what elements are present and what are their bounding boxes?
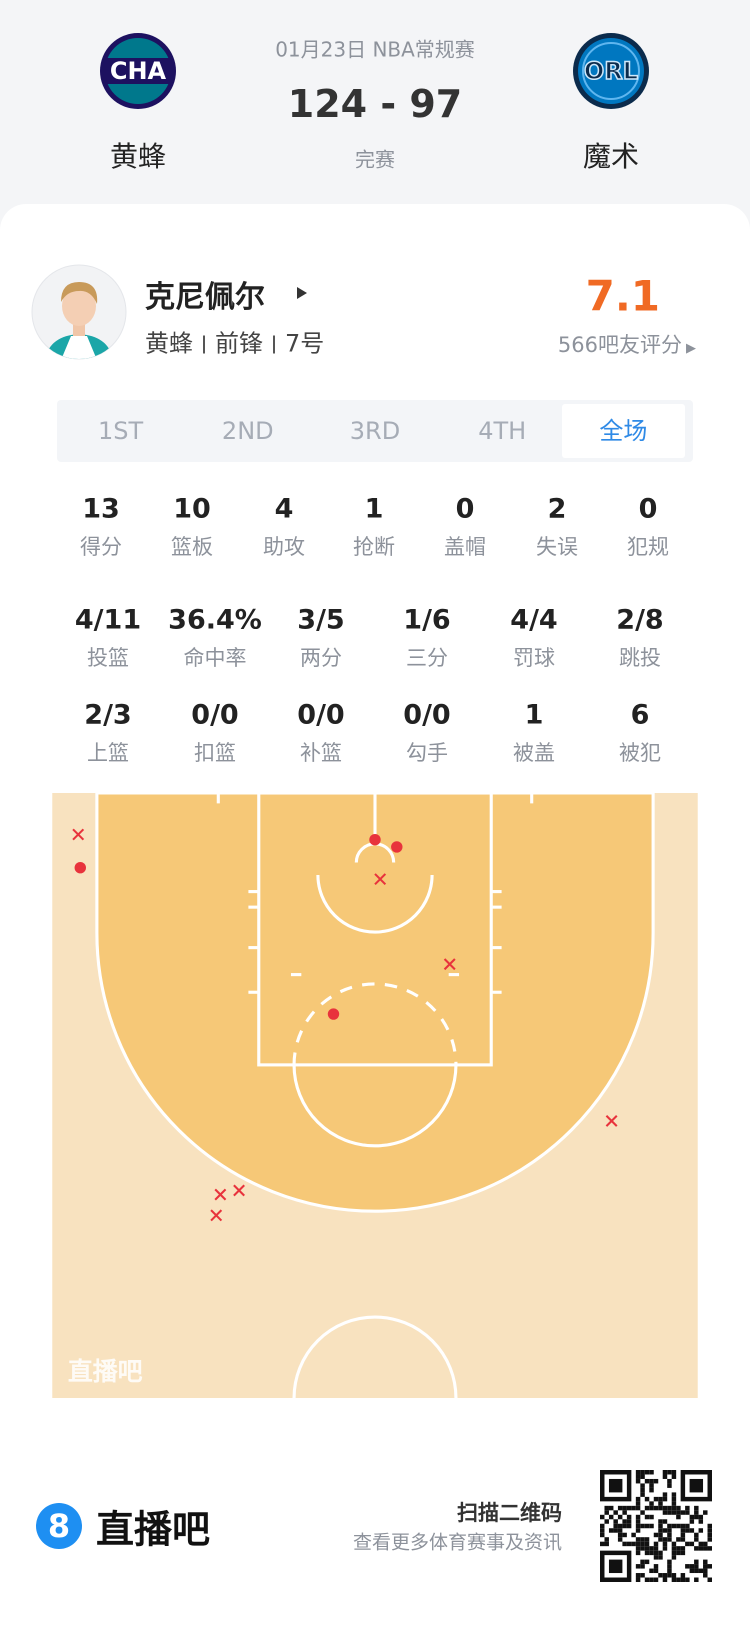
stat-value: 10 [173,493,211,525]
stat-value: 0 [455,493,475,525]
stat-value: 0 [638,493,658,525]
away-logo: ORL [573,33,649,109]
rating-label: 566吧友评分 [557,333,682,357]
stat-label: 罚球 [513,646,555,670]
stat-label: 犯规 [627,535,669,559]
stat-value: 4/11 [74,604,142,636]
period-tab[interactable]: 2ND [221,417,274,445]
stat-label: 抢断 [353,535,395,559]
player-name[interactable]: 克尼佩尔 [145,280,265,315]
stat-value: 4 [274,493,294,525]
stat-value: 36.4% [168,604,262,636]
stat-value: 1/6 [403,604,451,636]
stat-label: 命中率 [183,646,247,670]
stat-value: 0/0 [297,699,345,731]
player-team: 黄蜂 [145,329,193,358]
away-logo-text: ORL [584,57,638,85]
stat-label: 两分 [300,646,342,670]
court-watermark: 直播吧 [68,1357,143,1386]
stat-value: 1 [524,699,544,731]
stat-label: 篮板 [171,535,213,559]
stat-value: 3/5 [297,604,345,636]
qr-code [600,1470,712,1582]
home-logo: CHA [100,33,176,109]
stat-value: 13 [82,493,120,525]
brand-icon: 8 [36,1503,82,1549]
stat-label: 补篮 [300,741,342,765]
game-date: 01月23日 NBA常规赛 [275,37,475,62]
stat-label: 上篮 [87,741,129,765]
stat-value: 2/8 [616,604,664,636]
home-logo-text: CHA [110,57,167,85]
period-tab[interactable]: 全场 [561,404,685,458]
stat-value: 6 [630,699,650,731]
stat-value: 0/0 [191,699,239,731]
stat-value: 0/0 [403,699,451,731]
brand-icon-text: 8 [48,1507,70,1545]
rating-link[interactable]: 566吧友评分 ▶ [557,333,696,357]
tabs: 1ST 2ND 3RD 4TH 全场 [57,400,693,462]
period-tab[interactable]: 1ST [98,417,144,445]
player-info: 黄蜂 前锋 7号 [145,324,324,359]
scan-label: 扫描二维码 [457,1501,562,1525]
period-tab[interactable]: 3RD [349,417,401,445]
game-status: 完赛 [355,147,395,172]
stat-label: 助攻 [263,535,305,559]
away-name: 魔术 [582,140,640,173]
stat-label: 三分 [406,646,448,670]
period-tab[interactable]: 4TH [478,417,527,445]
stat-value: 2 [547,493,567,525]
stat-label: 被犯 [619,741,661,765]
player-rating: 7.1 [585,271,660,321]
stat-label: 得分 [80,535,122,559]
stat-value: 4/4 [510,604,558,636]
made-shots [74,833,403,1020]
stat-label: 勾手 [406,741,448,765]
brand-name: 直播吧 [96,1507,211,1552]
player-arrow[interactable] [296,286,308,300]
stat-label: 投篮 [87,646,129,670]
player-position: 前锋 [215,329,263,358]
tagline: 查看更多体育赛事及资讯 [352,1531,562,1554]
stat-label: 跳投 [619,646,661,670]
stat-label: 失误 [536,535,578,559]
stat-label: 扣篮 [194,741,236,765]
stat-value: 2/3 [84,699,132,731]
shot-chart: 直播吧 [52,793,698,1398]
player-number: 7号 [285,329,325,358]
missed-shots [72,828,618,1222]
stat-value: 1 [364,493,384,525]
stat-label: 被盖 [513,741,555,765]
stat-label: 盖帽 [444,535,486,559]
home-name: 黄蜂 [109,140,167,173]
score: 124 - 97 [287,82,463,126]
player-avatar [31,264,127,360]
